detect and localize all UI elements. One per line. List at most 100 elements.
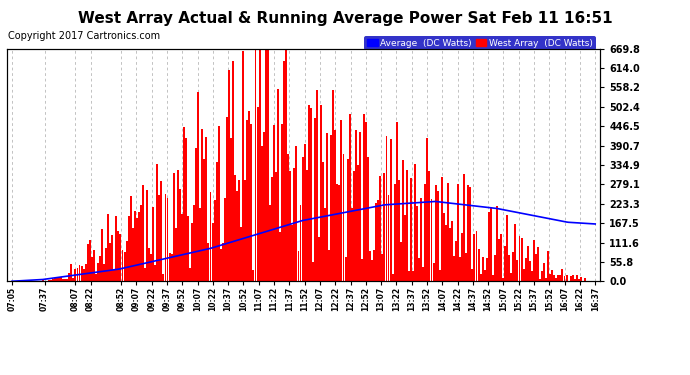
Bar [144,268,146,281]
Bar [433,263,435,281]
Bar [87,244,89,281]
Bar [435,185,437,281]
Bar [578,279,580,281]
Bar [463,174,465,281]
Bar [555,278,558,281]
Bar [64,279,66,281]
Bar [348,114,351,281]
Bar [97,262,99,281]
Bar [422,267,424,281]
Bar [473,234,475,281]
Bar [273,125,275,281]
Bar [316,90,318,281]
Bar [228,70,230,281]
Bar [477,249,480,281]
Bar [91,257,92,281]
Bar [302,157,304,281]
Bar [331,135,332,281]
Bar [34,280,35,281]
Bar [326,133,328,281]
Bar [308,105,310,281]
Bar [465,253,467,281]
Bar [172,173,175,281]
Bar [246,120,248,281]
Bar [132,228,134,281]
Bar [224,198,226,281]
Bar [408,271,410,281]
Bar [297,251,299,281]
Bar [490,207,492,281]
Bar [482,257,484,281]
Bar [267,49,269,281]
Bar [70,264,72,281]
Bar [547,251,549,281]
Bar [56,278,58,281]
Bar [443,213,445,281]
Bar [359,132,361,281]
Bar [109,243,111,281]
Bar [572,274,573,281]
Bar [287,154,289,281]
Bar [263,132,265,281]
Bar [580,277,582,281]
Bar [543,263,545,281]
Bar [346,159,348,281]
Bar [234,176,236,281]
Bar [504,246,506,281]
Bar [75,268,77,281]
Bar [271,177,273,281]
Bar [168,253,170,281]
Bar [500,234,502,281]
Bar [469,187,471,281]
Bar [431,199,433,281]
Bar [72,278,75,281]
Bar [392,274,393,281]
Bar [511,273,512,281]
Bar [386,136,388,281]
Bar [230,138,232,281]
Bar [475,231,477,281]
Bar [410,178,412,281]
Bar [420,198,422,281]
Bar [467,185,469,281]
Bar [103,264,105,281]
Bar [457,184,459,281]
Bar [295,146,297,281]
Bar [496,206,498,281]
Bar [242,51,244,281]
Bar [152,207,154,281]
Bar [480,274,482,281]
Bar [562,269,564,281]
Bar [306,170,308,281]
Bar [140,206,142,281]
Bar [191,222,193,281]
Bar [105,249,107,281]
Bar [41,280,43,281]
Bar [232,61,234,281]
Bar [322,162,324,281]
Bar [566,275,567,281]
Bar [204,159,206,281]
Bar [535,254,537,281]
Bar [275,172,277,281]
Bar [541,271,543,281]
Bar [83,269,85,281]
Bar [150,254,152,281]
Bar [529,261,531,281]
Bar [363,114,365,281]
Bar [533,240,535,281]
Bar [517,260,518,281]
Bar [539,279,541,281]
Bar [545,278,547,281]
Bar [394,184,395,281]
Bar [277,88,279,281]
Bar [81,266,83,281]
Bar [560,274,562,281]
Bar [170,254,172,281]
Bar [257,107,259,281]
Bar [181,214,183,281]
Bar [524,258,526,281]
Bar [375,204,377,281]
Bar [111,235,113,281]
Bar [113,270,115,281]
